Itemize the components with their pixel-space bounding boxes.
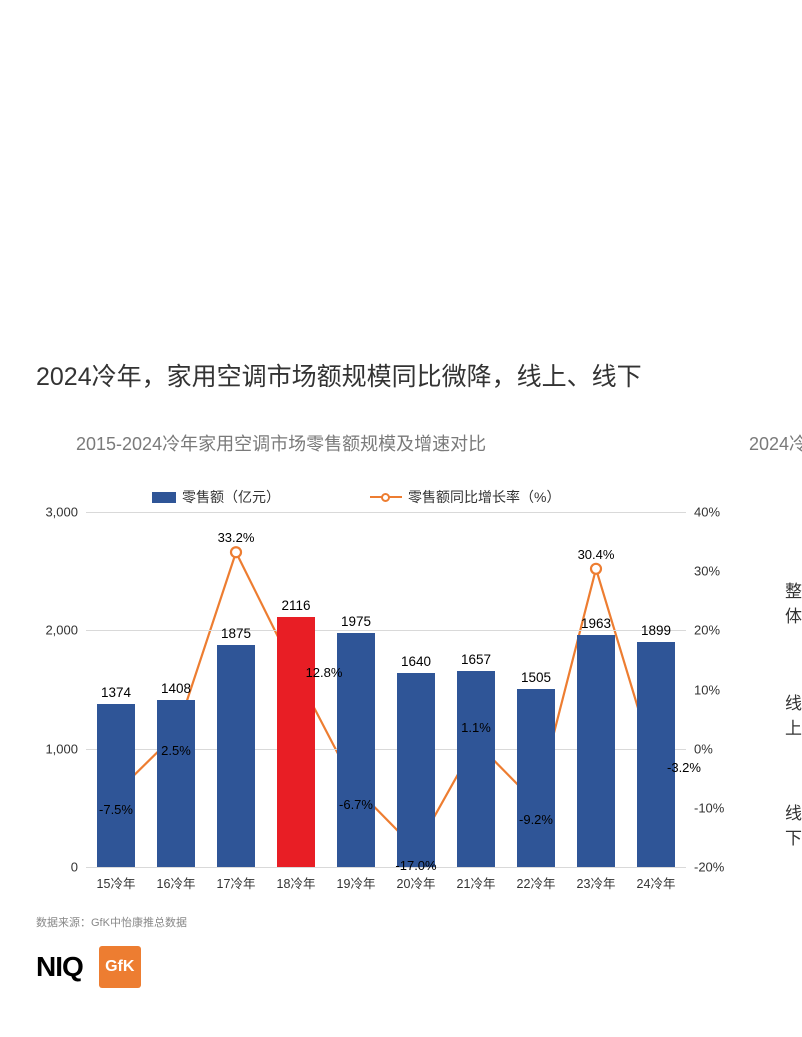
gfk-logo: GfK — [99, 946, 141, 988]
y-right-tick-label: 10% — [694, 682, 738, 697]
bar — [277, 617, 314, 867]
main-title: 2024冷年，家用空调市场额规模同比微降，线上、线下 — [36, 357, 642, 393]
x-tick-label: 23冷年 — [577, 873, 616, 892]
x-tick-label: 20冷年 — [397, 873, 436, 892]
line-marker — [231, 547, 241, 557]
x-tick-label: 16冷年 — [157, 873, 196, 892]
x-tick-label: 17冷年 — [217, 873, 256, 892]
legend-line-label: 零售额同比增长率（%） — [408, 487, 560, 507]
gridline — [86, 512, 686, 513]
pct-label: -7.5% — [99, 802, 133, 817]
side-chart-title: 2024冷 — [749, 430, 802, 456]
y-left-tick-label: 1,000 — [34, 741, 78, 756]
pct-label: 30.4% — [578, 547, 615, 562]
bar-value-label: 1374 — [101, 685, 131, 700]
pct-label: -17.0% — [395, 858, 436, 873]
bar — [517, 689, 554, 867]
y-left-tick-label: 3,000 — [34, 505, 78, 520]
line-marker — [591, 564, 601, 574]
right-cat-online: 线上 — [785, 689, 802, 739]
x-tick-label: 19冷年 — [337, 873, 376, 892]
pct-label: 12.8% — [306, 665, 343, 680]
legend-line-swatch — [370, 490, 402, 504]
bar-value-label: 1875 — [221, 626, 251, 641]
pct-label: -6.7% — [339, 797, 373, 812]
y-right-tick-label: 30% — [694, 564, 738, 579]
pct-label: 33.2% — [218, 530, 255, 545]
data-source-note: 数据来源：GfK中怡康推总数据 — [36, 914, 187, 930]
gridline — [86, 867, 686, 868]
bar-value-label: 1408 — [161, 681, 191, 696]
bar — [457, 671, 494, 867]
pct-label: 1.1% — [461, 720, 491, 735]
bar-value-label: 1505 — [521, 670, 551, 685]
bar — [97, 704, 134, 867]
y-left-tick-label: 2,000 — [34, 623, 78, 638]
x-tick-label: 15冷年 — [97, 873, 136, 892]
y-right-tick-label: 20% — [694, 623, 738, 638]
bar-value-label: 2116 — [281, 598, 310, 613]
x-tick-label: 18冷年 — [277, 873, 316, 892]
bar-value-label: 1657 — [461, 652, 491, 667]
pct-label: -9.2% — [519, 812, 553, 827]
pct-label: 2.5% — [161, 743, 191, 758]
bar — [217, 645, 254, 867]
legend-bar-swatch — [152, 492, 176, 503]
chart-subtitle: 2015-2024冷年家用空调市场零售额规模及增速对比 — [76, 430, 486, 456]
bar-value-label: 1975 — [341, 614, 371, 629]
x-tick-label: 21冷年 — [457, 873, 496, 892]
niq-logo: NIQ — [36, 951, 83, 983]
right-cat-offline: 线下 — [785, 799, 802, 849]
y-right-tick-label: 40% — [694, 505, 738, 520]
bar — [637, 642, 674, 867]
bar — [397, 673, 434, 867]
y-left-tick-label: 0 — [34, 860, 78, 875]
x-tick-label: 22冷年 — [517, 873, 556, 892]
bar-value-label: 1640 — [401, 654, 431, 669]
right-cat-overall: 整体 — [785, 577, 802, 627]
y-right-tick-label: -10% — [694, 800, 738, 815]
bar — [157, 700, 194, 867]
legend-item-bar: 零售额（亿元） — [152, 487, 280, 507]
y-right-tick-label: 0% — [694, 741, 738, 756]
pct-label: -3.2% — [667, 760, 701, 775]
y-right-tick-label: -20% — [694, 860, 738, 875]
bar — [577, 635, 614, 867]
legend: 零售额（亿元） 零售额同比增长率（%） — [152, 487, 560, 507]
x-tick-label: 24冷年 — [637, 873, 676, 892]
logo-row: NIQ GfK — [36, 946, 141, 988]
bar-value-label: 1963 — [581, 616, 611, 631]
legend-bar-label: 零售额（亿元） — [182, 487, 280, 507]
bar-value-label: 1899 — [641, 623, 671, 638]
legend-item-line: 零售额同比增长率（%） — [370, 487, 560, 507]
chart-area: 01,0002,0003,000-20%-10%0%10%20%30%40%15… — [36, 512, 736, 892]
bar — [337, 633, 374, 867]
line-path — [116, 552, 656, 849]
